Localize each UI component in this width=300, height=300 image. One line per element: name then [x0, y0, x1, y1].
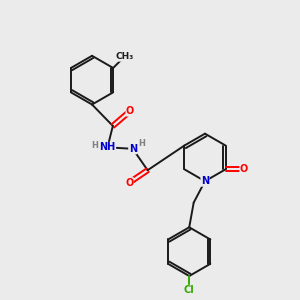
Text: NH: NH: [99, 142, 116, 152]
Text: N: N: [201, 176, 209, 186]
Text: O: O: [240, 164, 248, 174]
Text: Cl: Cl: [184, 285, 195, 295]
Text: CH₃: CH₃: [115, 52, 134, 61]
Text: N: N: [129, 144, 137, 154]
Text: O: O: [125, 178, 133, 188]
Text: H: H: [138, 139, 145, 148]
Text: H: H: [92, 141, 98, 150]
Text: O: O: [126, 106, 134, 116]
